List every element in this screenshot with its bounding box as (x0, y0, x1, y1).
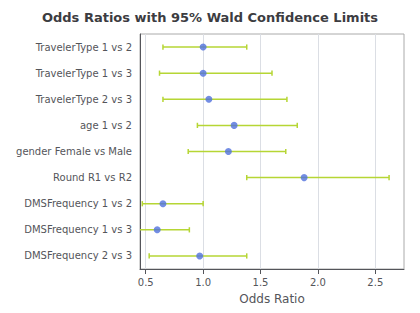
svg-text:DMSFrequency 1 vs 2: DMSFrequency 1 vs 2 (24, 198, 132, 209)
svg-text:1.0: 1.0 (195, 277, 211, 288)
svg-text:age 1 vs 2: age 1 vs 2 (80, 120, 132, 131)
svg-text:Odds Ratio: Odds Ratio (239, 292, 305, 306)
svg-text:TravelerType 1 vs 2: TravelerType 1 vs 2 (35, 42, 132, 53)
svg-text:TravelerType 2 vs 3: TravelerType 2 vs 3 (35, 94, 132, 105)
svg-text:Round R1 vs R2: Round R1 vs R2 (53, 172, 132, 183)
svg-text:gender Female vs Male: gender Female vs Male (16, 146, 132, 157)
svg-text:2.5: 2.5 (367, 277, 383, 288)
svg-text:DMSFrequency 1 vs 3: DMSFrequency 1 vs 3 (24, 224, 132, 235)
svg-text:1.5: 1.5 (253, 277, 269, 288)
svg-text:TravelerType 1 vs 3: TravelerType 1 vs 3 (35, 68, 132, 79)
svg-text:DMSFrequency 2 vs 3: DMSFrequency 2 vs 3 (24, 250, 132, 261)
svg-text:0.5: 0.5 (138, 277, 154, 288)
svg-text:2.0: 2.0 (310, 277, 326, 288)
svg-text:Odds Ratios with 95% Wald Conf: Odds Ratios with 95% Wald Confidence Lim… (42, 10, 378, 25)
